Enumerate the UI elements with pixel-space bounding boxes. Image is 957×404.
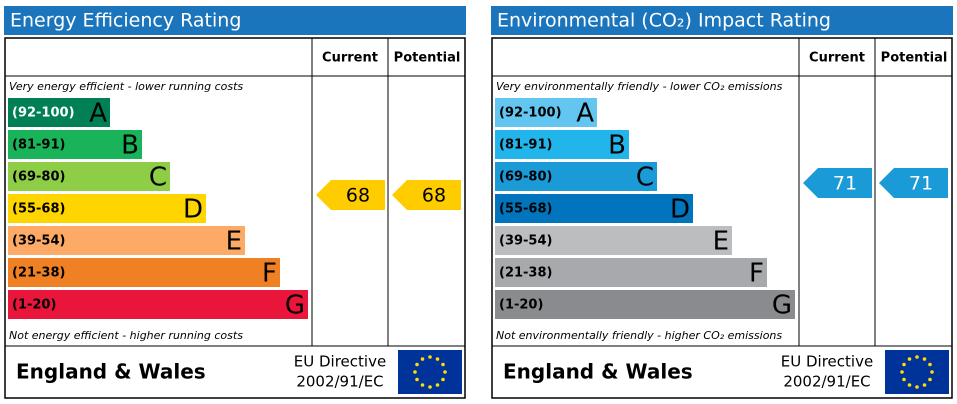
band-range: (1-20) [12,298,56,313]
flag-star [915,355,919,359]
band-bar [495,290,795,319]
band-letter: A [89,99,107,129]
rating-value: 71 [833,173,857,195]
panel-title: Energy Efficiency Rating [10,10,241,32]
bottom-note: Not environmentally friendly - higher CO… [496,329,782,342]
band-letter: F [749,259,764,289]
flag-star [420,357,425,361]
band-letter: A [576,99,594,129]
band-range: (69-80) [499,170,552,185]
band-bar [8,194,206,223]
band-bar [8,226,245,255]
rating-value: 71 [909,173,933,195]
flag-star [443,370,447,374]
band-bar [495,98,597,127]
panel: Environmental (CO₂) Impact Rating Current… [491,6,953,399]
flag-star [420,383,425,387]
band-bar [495,162,657,191]
region: England & Wales [16,360,206,384]
band-letter: D [183,195,203,225]
flag-star [415,377,419,382]
directive: 2002/91/EC [783,373,870,391]
flag-star [441,362,445,367]
region: England & Wales [503,360,693,384]
column-header: Current [322,51,378,66]
title-bar [491,6,953,35]
band-bar [8,258,280,287]
flag-star [928,362,932,367]
band-range: (81-91) [499,138,552,153]
column-header: Potential [394,51,461,66]
flag-star [428,355,432,359]
band-letter: B [608,131,626,161]
flag-star [907,383,912,387]
band-bar [8,290,308,319]
flag-star [415,362,419,367]
band-bar [495,130,629,159]
directive: 2002/91/EC [296,373,383,391]
band-letter: G [772,291,792,321]
band-range: (21-38) [12,266,65,281]
rating-arrow [316,180,385,210]
rating-value: 68 [422,185,446,207]
flag-star [907,357,912,361]
flag-star [915,385,919,389]
flag-star [930,370,934,374]
band-letter: C [636,163,654,193]
band-range: (69-80) [12,170,65,185]
column-header: Current [809,51,865,66]
flag-star [441,377,445,382]
flag-star [928,377,932,382]
flag-star [435,357,440,361]
panel-title: Environmental (CO₂) Impact Rating [497,10,831,32]
flag-star [902,362,906,367]
band-range: (92-100) [12,106,75,121]
directive: EU Directive [781,353,873,371]
rating-arrow [392,180,461,210]
band-bar [8,162,170,191]
top-note: Very environmentally friendly - lower CO… [496,80,783,93]
band-range: (55-68) [499,202,552,217]
band-letter: G [285,291,305,321]
band-range: (55-68) [12,202,65,217]
band-letter: E [226,227,242,257]
band-letter: E [713,227,729,257]
flag-star [413,370,417,374]
flag-star [922,357,927,361]
column-header: Potential [881,51,948,66]
band-letter: C [149,163,167,193]
rating-value: 68 [346,185,370,207]
top-note: Very energy efficient - lower running co… [9,80,243,93]
frame [4,37,466,399]
frame [491,37,953,399]
band-bar [8,130,142,159]
band-range: (21-38) [499,266,552,281]
flag-star [922,383,927,387]
band-range: (81-91) [12,138,65,153]
flag-star [428,385,432,389]
band-bar [495,194,693,223]
rating-arrow [879,168,948,198]
flag-star [435,383,440,387]
title-bar [4,6,466,35]
directive: EU Directive [294,353,386,371]
bottom-note: Not energy efficient - higher running co… [9,329,243,342]
band-bar [495,226,732,255]
band-bar [8,98,110,127]
band-range: (92-100) [499,106,562,121]
band-bar [495,258,767,287]
flag-star [900,370,904,374]
band-range: (39-54) [499,234,552,249]
band-letter: D [670,195,690,225]
flag-star [902,377,906,382]
band-range: (1-20) [499,298,543,313]
band-range: (39-54) [12,234,65,249]
band-letter: B [121,131,139,161]
rating-arrow [803,168,872,198]
band-letter: F [262,259,277,289]
panel: Energy Efficiency Rating Current Potential… [4,6,466,399]
